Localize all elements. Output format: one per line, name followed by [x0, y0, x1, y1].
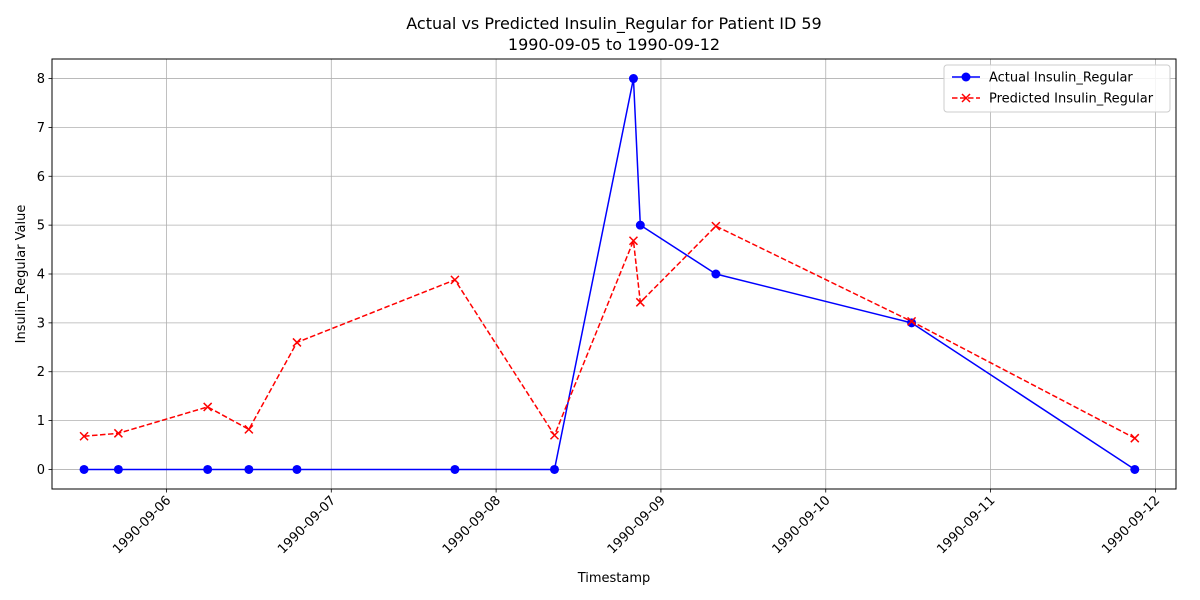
y-tick-label: 4 — [37, 268, 45, 283]
predicted-data-point — [203, 402, 213, 412]
x-tick-label: 1990-09-06 — [110, 493, 174, 557]
chart-title-line2: 1990-09-05 to 1990-09-12 — [508, 35, 720, 54]
actual-data-point — [203, 464, 213, 474]
legend-predicted-marker — [961, 93, 971, 103]
actual-data-point — [907, 318, 917, 328]
actual-data-point — [450, 464, 460, 474]
y-tick-label: 3 — [37, 316, 45, 331]
actual-data-point — [79, 464, 89, 474]
legend-box — [943, 64, 1171, 113]
actual-data-point — [244, 464, 254, 474]
y-tick-label: 7 — [37, 121, 45, 136]
series-layer — [79, 74, 1140, 474]
chart-title-line1: Actual vs Predicted Insulin_Regular for … — [406, 14, 821, 34]
actual-data-point — [549, 464, 559, 474]
legend: Actual Insulin_Regular Predicted Insulin… — [943, 64, 1171, 113]
predicted-data-point — [292, 337, 302, 347]
predicted-series-line — [83, 225, 1136, 439]
predicted-data-point — [549, 430, 560, 440]
predicted-data-point — [244, 424, 254, 434]
y-tick-label: 2 — [37, 365, 45, 380]
actual-data-point — [292, 464, 302, 474]
y-axis-label: Insulin_Regular Value — [14, 205, 29, 344]
y-tick-label: 1 — [37, 414, 45, 429]
legend-actual-marker — [961, 72, 971, 82]
legend-predicted-label: Predicted Insulin_Regular — [989, 92, 1154, 107]
y-tick-label: 0 — [37, 463, 45, 478]
predicted-data-point — [79, 431, 89, 441]
actual-data-point — [635, 220, 645, 230]
legend-actual-label: Actual Insulin_Regular — [989, 71, 1133, 86]
actual-data-point — [628, 74, 638, 84]
predicted-data-point — [711, 221, 721, 231]
x-tick-label: 1990-09-11 — [934, 493, 998, 557]
predicted-data-point — [1130, 433, 1140, 443]
x-axis-label: Timestamp — [577, 571, 651, 586]
y-axis: 0 1 2 3 4 5 6 7 8 — [37, 72, 52, 478]
predicted-data-point — [113, 428, 123, 438]
grid-lines — [52, 59, 1176, 489]
x-tick-label: 1990-09-08 — [440, 493, 504, 557]
y-tick-label: 8 — [37, 72, 45, 87]
x-tick-label: 1990-09-09 — [605, 493, 669, 557]
predicted-data-point — [907, 316, 917, 326]
actual-series-line — [84, 77, 1136, 471]
x-axis: 1990-09-06 1990-09-07 1990-09-08 1990-09-09… — [110, 489, 1163, 557]
x-tick-label: 1990-09-07 — [275, 493, 339, 557]
predicted-data-point — [635, 297, 645, 307]
actual-data-point — [711, 269, 721, 279]
actual-data-point — [113, 464, 123, 474]
predicted-data-point — [628, 236, 638, 246]
x-tick-label: 1990-09-12 — [1099, 493, 1163, 557]
actual-data-point — [1130, 464, 1140, 474]
y-tick-label: 6 — [37, 170, 45, 185]
predicted-data-point — [450, 275, 460, 285]
x-tick-label: 1990-09-10 — [770, 493, 834, 557]
y-tick-label: 5 — [37, 219, 45, 234]
